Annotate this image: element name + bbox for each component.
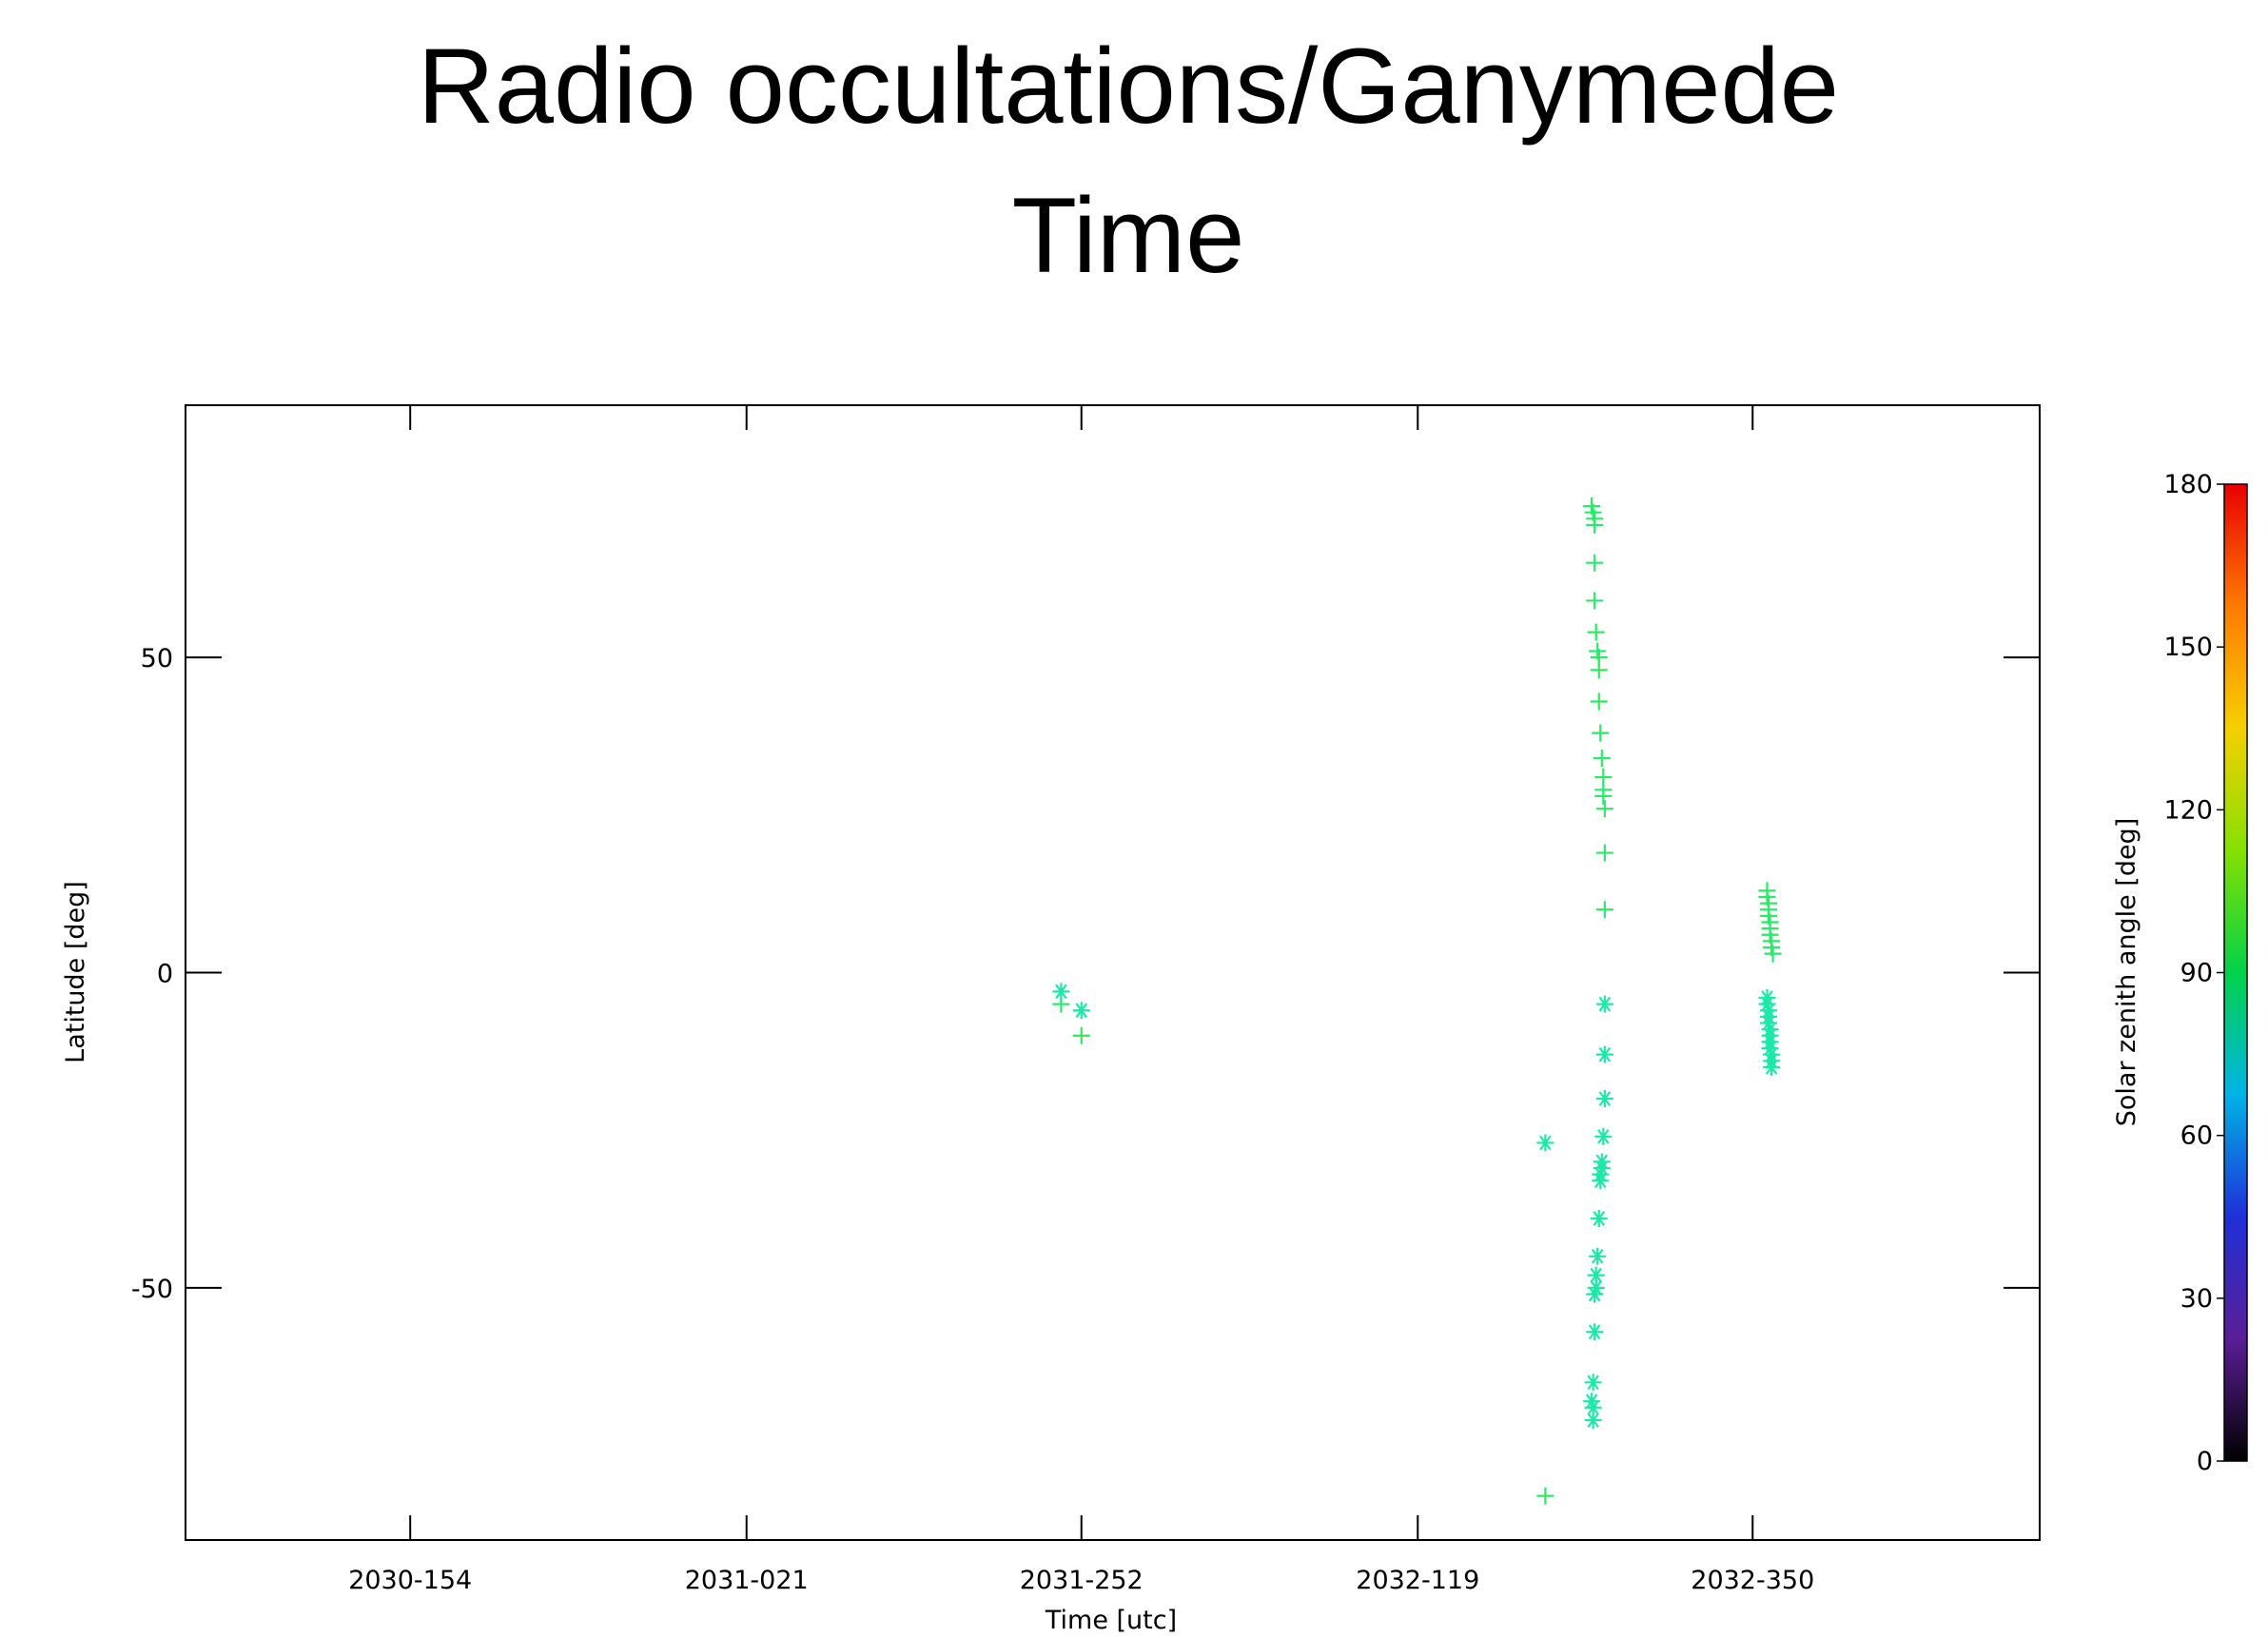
point <box>1584 1374 1602 1392</box>
colorbar-tick-label: 90 <box>2180 959 2213 988</box>
point <box>1589 1247 1607 1265</box>
point <box>1586 1285 1604 1303</box>
point <box>1761 1040 1779 1058</box>
x-tick-label: 2032-350 <box>1691 1566 1814 1595</box>
point <box>1584 1398 1602 1416</box>
point <box>1536 1134 1554 1152</box>
point <box>1583 1393 1601 1411</box>
y-tick-label: 0 <box>157 960 173 989</box>
colorbar-label: Solar zenith angle [deg] <box>2112 818 2141 1127</box>
point <box>1594 787 1613 805</box>
point <box>1072 1026 1090 1044</box>
y-axis-label: Latitude [deg] <box>61 881 90 1063</box>
point <box>1586 554 1604 572</box>
point <box>1586 516 1604 534</box>
point <box>1595 1090 1613 1108</box>
point <box>1590 661 1608 679</box>
point <box>1587 623 1605 641</box>
chart-title: Time <box>1012 176 1245 295</box>
point <box>1590 1209 1608 1227</box>
y-tick-label: 50 <box>141 644 173 673</box>
x-axis-label: Time [utc] <box>1045 1606 1177 1635</box>
point <box>1593 1159 1611 1177</box>
y-tick-label: -50 <box>131 1275 173 1304</box>
point <box>1592 724 1610 742</box>
colorbar-tick-label: 180 <box>2163 470 2213 499</box>
point <box>1595 1045 1613 1063</box>
plot-frame <box>185 404 2041 1541</box>
x-tick-label: 2030-154 <box>348 1566 472 1595</box>
x-tick-label: 2032-119 <box>1356 1566 1479 1595</box>
colorbar <box>2223 483 2248 1462</box>
point <box>1764 945 1782 963</box>
x-tick-label: 2031-021 <box>685 1566 809 1595</box>
point <box>1536 1487 1554 1505</box>
point <box>1763 1058 1781 1076</box>
colorbar-tick-label: 30 <box>2180 1284 2213 1314</box>
point <box>1758 995 1776 1013</box>
point <box>1590 692 1608 711</box>
point <box>1587 1266 1605 1284</box>
point <box>1595 901 1613 919</box>
point <box>1593 750 1611 768</box>
chart-title: Radio occultations/Ganymede <box>418 27 1839 146</box>
point <box>1595 995 1613 1013</box>
point <box>1595 844 1613 862</box>
colorbar-tick-label: 120 <box>2163 795 2213 825</box>
point <box>1052 983 1070 1001</box>
point <box>1587 1278 1605 1297</box>
point <box>1586 1323 1604 1341</box>
point <box>1595 800 1613 818</box>
point <box>1072 1002 1090 1020</box>
colorbar-tick-label: 150 <box>2163 633 2213 662</box>
point <box>1760 1014 1778 1032</box>
point <box>1592 1172 1610 1190</box>
x-tick-label: 2031-252 <box>1020 1566 1144 1595</box>
point <box>1586 592 1604 610</box>
point <box>1594 1127 1613 1145</box>
colorbar-tick-label: 0 <box>2197 1447 2213 1476</box>
point <box>1584 1412 1602 1430</box>
colorbar-tick-label: 60 <box>2180 1121 2213 1151</box>
